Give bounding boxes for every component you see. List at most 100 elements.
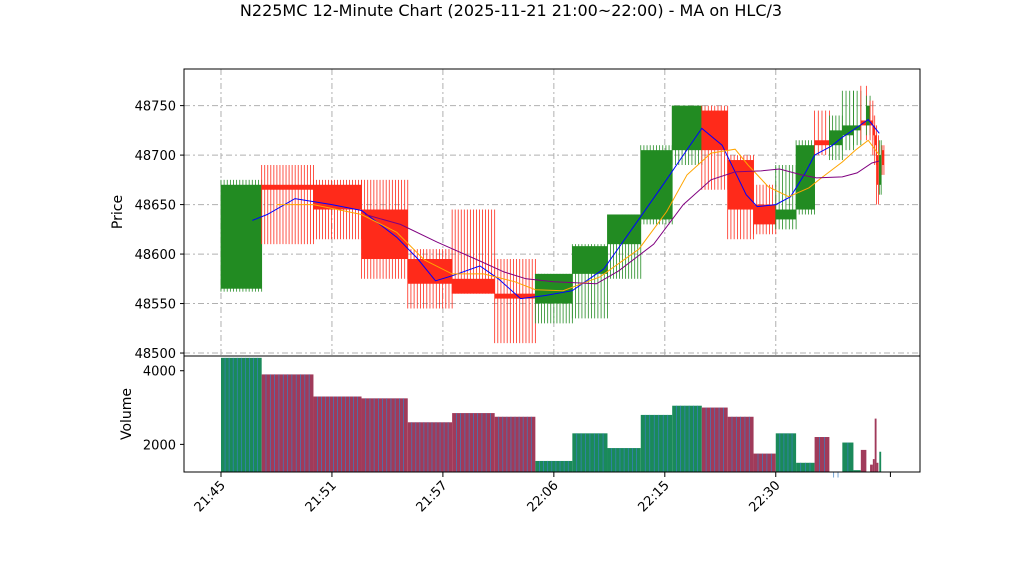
chart-title: N225MC 12-Minute Chart (2025-11-21 21:00…	[240, 1, 782, 20]
candle	[640, 145, 673, 225]
candle-body	[796, 145, 815, 210]
volume-bar	[452, 413, 495, 472]
moving-average-lines	[252, 118, 880, 300]
candle-body	[361, 209, 408, 260]
candle	[407, 249, 453, 309]
candle-body	[727, 160, 754, 210]
volume-bar	[814, 437, 830, 472]
volume-bar-fill	[775, 433, 797, 472]
price-tick-label: 48600	[135, 248, 176, 263]
volume-panel-border	[183, 355, 921, 473]
volume-bar	[361, 398, 408, 472]
volume-y-ticks: 2000 4000	[143, 365, 184, 453]
volume-bar	[872, 459, 875, 472]
volume-bar-fill	[407, 422, 453, 472]
candle-body	[452, 278, 495, 294]
price-axis-label: Price	[110, 195, 126, 229]
volume-bar-fill	[872, 459, 875, 472]
volume-bar	[853, 470, 861, 472]
candle	[876, 135, 879, 205]
candle	[671, 105, 703, 165]
candle-body	[261, 184, 314, 190]
volume-bar-fill	[814, 437, 830, 472]
volume-axis-label: Volume	[119, 388, 135, 440]
candle	[361, 179, 409, 279]
volume-bar	[494, 416, 536, 472]
volume-bar	[842, 442, 854, 472]
volume-bar	[870, 464, 873, 472]
volume-bar	[407, 422, 453, 472]
candle	[701, 105, 729, 190]
x-tick-label: 22:30	[746, 478, 783, 515]
price-panel-frame	[183, 68, 921, 357]
volume-bar	[701, 407, 728, 472]
volume-bar-fill	[361, 398, 408, 472]
candle-body	[220, 184, 262, 289]
volume-bar	[753, 453, 776, 472]
x-tick-label: 21:51	[303, 478, 340, 515]
candle	[775, 164, 797, 230]
candle	[881, 145, 885, 175]
volume-bar-fill	[870, 464, 873, 472]
volume-panel: 2000 4000 Volume	[119, 355, 921, 478]
candle-body	[753, 204, 776, 225]
candle-body	[572, 246, 608, 274]
volume-bar	[860, 449, 867, 472]
volume-bar	[775, 433, 797, 472]
volume-bar-fill	[860, 449, 867, 472]
x-tick-label: 21:57	[414, 478, 451, 515]
candle	[451, 209, 496, 294]
volume-bar-fill	[535, 460, 573, 472]
price-tick-label: 48500	[135, 347, 176, 362]
volume-bar	[261, 374, 314, 472]
candle-body	[879, 155, 882, 185]
volume-bar-fill	[853, 470, 861, 472]
candle-body	[535, 273, 573, 304]
volume-bar	[672, 405, 702, 472]
volume-bar-fill	[874, 418, 877, 472]
volume-bar	[876, 462, 879, 472]
candle-body	[701, 110, 728, 151]
volume-bar	[640, 414, 673, 472]
volume-bar-fill	[753, 453, 776, 472]
price-tick-label: 48650	[135, 199, 176, 214]
volume-bar	[727, 416, 754, 472]
volume-bar	[796, 462, 815, 472]
price-panel: 48500 48550 48600 48650 48700 48750 Price	[110, 68, 921, 362]
candle-body	[494, 293, 536, 299]
candle-body	[866, 105, 871, 126]
volume-bar	[833, 472, 839, 478]
candle-body	[872, 125, 875, 136]
x-tick-label: 22:15	[636, 478, 673, 515]
x-tick-label: 21:45	[192, 478, 229, 515]
x-axis: 21:45 21:51 21:57 22:06 22:15 22:30	[192, 472, 891, 515]
price-tick-label: 48750	[135, 100, 176, 115]
price-tick-label: 48700	[135, 149, 176, 164]
volume-bar	[220, 357, 262, 472]
volume-bar	[874, 418, 877, 472]
candle	[607, 214, 642, 279]
volume-bar-fill	[876, 462, 879, 472]
volume-bar	[535, 460, 573, 472]
volume-bar	[607, 448, 641, 472]
candle-body	[882, 150, 884, 165]
moving-average-line	[252, 118, 880, 300]
candle-body	[607, 214, 641, 245]
volume-bar-fill	[672, 405, 702, 472]
candle-body	[829, 130, 843, 146]
candle-body	[775, 209, 797, 220]
candle-body	[842, 125, 854, 136]
moving-average-line	[276, 139, 880, 292]
candle-body	[814, 140, 830, 146]
price-y-ticks: 48500 48550 48600 48650 48700 48750	[135, 100, 184, 362]
candle	[220, 179, 263, 292]
volume-bars	[220, 357, 882, 478]
volume-bar-fill	[640, 414, 673, 472]
candle-body	[874, 135, 877, 146]
x-tick-label: 22:06	[525, 478, 562, 515]
price-tick-label: 48550	[135, 298, 176, 313]
volume-bar	[313, 396, 362, 472]
candle-body	[672, 105, 702, 151]
volume-tick-label: 2000	[143, 438, 176, 453]
candle-body	[640, 150, 673, 220]
